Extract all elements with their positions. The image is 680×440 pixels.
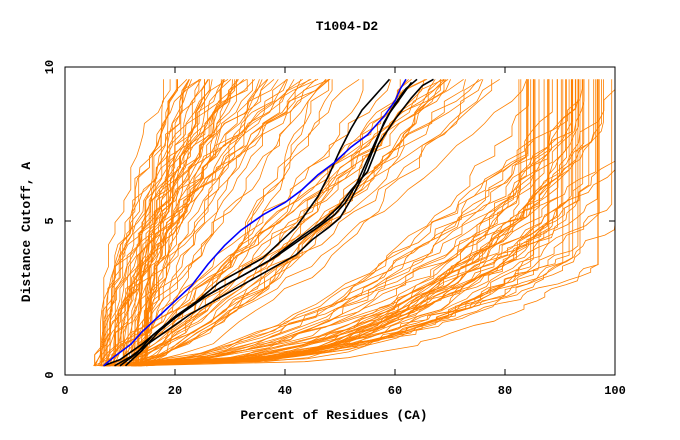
background-curve <box>94 79 573 367</box>
background-curve <box>100 79 553 367</box>
background-curve <box>138 79 583 367</box>
y-axis-ticks: 0 5 10 <box>43 60 615 379</box>
background-curve <box>94 78 201 366</box>
background-curve <box>134 78 464 366</box>
background-curve <box>128 79 436 367</box>
background-curve <box>107 79 466 367</box>
background-curve <box>125 79 550 367</box>
background-curve <box>121 79 585 367</box>
background-curve <box>132 79 202 366</box>
x-tick-label: 80 <box>498 384 512 398</box>
background-curve <box>146 79 528 367</box>
highlighted-curves <box>102 78 434 367</box>
background-curve <box>102 79 441 367</box>
black-curve-2 <box>114 78 418 367</box>
background-curve <box>93 78 428 367</box>
background-curve <box>117 79 548 367</box>
background-curve <box>110 79 493 367</box>
background-curve <box>138 78 482 367</box>
background-curve <box>135 79 205 366</box>
x-axis-label: Percent of Residues (CA) <box>240 408 427 423</box>
background-curve <box>99 78 229 366</box>
y-tick-label: 10 <box>43 60 57 74</box>
x-tick-label: 40 <box>278 384 292 398</box>
background-curve <box>113 79 534 367</box>
background-curve <box>134 79 447 367</box>
background-curve <box>132 79 529 367</box>
background-curve <box>113 79 329 367</box>
background-curve <box>124 79 287 366</box>
background-curve <box>137 79 225 366</box>
background-curve <box>112 79 401 367</box>
x-axis-ticks: 0 20 40 60 80 100 <box>61 67 626 398</box>
background-curve <box>106 79 178 366</box>
background-curve <box>107 79 616 367</box>
background-curve <box>109 79 327 367</box>
black-curve-3 <box>119 78 391 367</box>
background-curve <box>134 79 599 367</box>
background-curve <box>140 79 576 367</box>
y-tick-label: 5 <box>43 217 57 224</box>
x-tick-label: 60 <box>388 384 402 398</box>
background-curve <box>105 79 574 367</box>
background-curve <box>143 79 529 367</box>
background-curve <box>122 78 426 367</box>
background-curve <box>131 79 480 367</box>
background-curve <box>131 79 536 367</box>
background-curve <box>140 79 600 367</box>
background-curve <box>103 79 164 366</box>
background-curve <box>133 79 200 366</box>
background-curve <box>144 79 190 366</box>
background-curve <box>133 79 545 367</box>
background-curve <box>131 79 598 367</box>
background-curve <box>112 79 213 366</box>
background-curve <box>107 79 558 367</box>
background-curve <box>125 79 237 366</box>
background-curve <box>100 78 247 366</box>
background-curves <box>93 78 616 367</box>
background-curve <box>138 79 392 366</box>
black-curve-4 <box>124 78 434 367</box>
background-curve <box>132 79 550 367</box>
background-curve <box>122 79 549 367</box>
background-curve <box>114 79 579 367</box>
background-curve <box>117 79 597 367</box>
x-tick-label: 0 <box>61 384 68 398</box>
background-curve <box>133 79 484 367</box>
background-curve <box>145 79 550 367</box>
background-curve <box>119 79 572 367</box>
background-curve <box>107 79 573 367</box>
background-curve <box>106 78 201 366</box>
blue-curve <box>102 78 407 367</box>
background-curve <box>117 79 566 367</box>
background-curve <box>144 79 288 366</box>
x-tick-label: 20 <box>168 384 182 398</box>
background-curve <box>101 79 268 366</box>
background-curve <box>137 79 558 367</box>
background-curve <box>126 79 534 367</box>
background-curve <box>101 78 303 366</box>
chart-title: T1004-D2 <box>316 19 379 34</box>
background-curve <box>131 79 210 366</box>
background-curve <box>111 78 275 366</box>
background-curve <box>131 79 540 367</box>
background-curve <box>111 79 225 366</box>
background-curve <box>108 79 604 367</box>
background-curve <box>94 79 233 366</box>
background-curve <box>107 79 558 367</box>
background-curve <box>108 79 188 366</box>
background-curve <box>131 79 295 366</box>
y-axis-label: Distance Cutoff, A <box>19 162 34 303</box>
background-curve <box>116 79 451 367</box>
background-curve <box>104 79 532 367</box>
background-curve <box>137 79 236 366</box>
background-curve <box>133 79 579 367</box>
background-curve <box>118 79 616 367</box>
background-curve <box>122 79 317 366</box>
x-tick-label: 100 <box>604 384 626 398</box>
y-tick-label: 0 <box>43 371 57 378</box>
background-curve <box>100 79 409 367</box>
